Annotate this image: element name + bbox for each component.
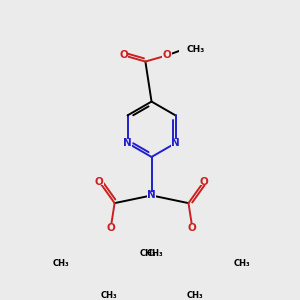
Bar (106, 224, 116, 232)
Text: CH₃: CH₃ (186, 291, 203, 300)
Text: CH₃: CH₃ (187, 45, 205, 54)
Text: O: O (119, 50, 128, 60)
Bar (147, 192, 156, 199)
Text: CH₃: CH₃ (234, 259, 250, 268)
Text: CH₃: CH₃ (140, 249, 157, 258)
Bar (199, 178, 208, 185)
Text: O: O (188, 223, 197, 233)
Bar (123, 139, 132, 147)
Text: O: O (106, 223, 115, 233)
Bar (171, 139, 180, 147)
Bar (94, 178, 104, 185)
Text: N: N (147, 190, 156, 200)
Bar (119, 52, 128, 59)
Text: N: N (171, 138, 180, 148)
Bar (188, 224, 197, 232)
Bar (179, 45, 195, 53)
Text: O: O (95, 177, 103, 187)
Bar (162, 52, 172, 59)
Text: CH₃: CH₃ (100, 291, 117, 300)
Text: O: O (163, 50, 171, 60)
Text: CH₃: CH₃ (52, 259, 69, 268)
Text: O: O (200, 177, 208, 187)
Text: N: N (123, 138, 132, 148)
Text: CH₃: CH₃ (146, 249, 163, 258)
